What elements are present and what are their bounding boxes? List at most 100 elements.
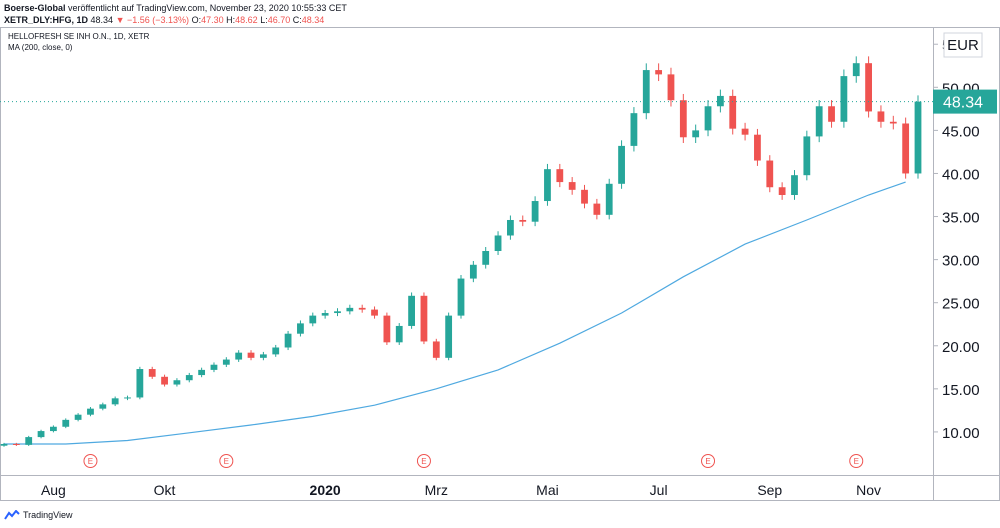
indicator-label: MA (200, close, 0): [8, 43, 73, 52]
candle: [371, 306, 378, 319]
candle: [469, 260, 477, 283]
candle: [445, 312, 453, 361]
candle: [272, 344, 280, 357]
x-tick-label: Mrz: [425, 482, 448, 498]
last-price-label: 48.34: [943, 95, 983, 112]
last-value: 48.34: [90, 15, 114, 25]
candle: [828, 100, 835, 128]
candle: [37, 429, 45, 439]
earnings-marker[interactable]: E: [416, 454, 431, 468]
svg-text:E: E: [421, 457, 426, 466]
candle: [173, 378, 181, 387]
currency-box[interactable]: [943, 32, 983, 58]
close-value: 48.34: [301, 15, 325, 25]
candle: [778, 182, 786, 200]
candle: [593, 198, 601, 220]
earnings-marker[interactable]: E: [701, 454, 716, 468]
y-tick-label: 10.00: [942, 425, 980, 442]
candle: [124, 395, 131, 401]
y-tick-label: 25.00: [942, 296, 980, 313]
y-tick-label: 15.00: [942, 382, 980, 399]
ma200-line: [4, 181, 906, 445]
low-label: L:: [260, 15, 268, 25]
y-tick-label: 35.00: [942, 210, 980, 227]
publisher-name: Boerse-Global: [4, 3, 66, 13]
candle: [358, 304, 366, 313]
svg-text:E: E: [854, 457, 859, 466]
candle: [655, 63, 663, 82]
candle: [803, 130, 811, 181]
chart-header: Boerse-Global veröffentlicht auf Trading…: [4, 2, 347, 26]
earnings-marker[interactable]: E: [219, 454, 234, 468]
y-tick-label: 45.00: [942, 123, 980, 140]
instrument-label: HELLOFRESH SE INH O.N., 1D, XETR: [8, 32, 150, 41]
candle: [692, 124, 700, 143]
y-tick-label: 30.00: [942, 253, 980, 270]
candle: [321, 309, 329, 319]
high-label: H:: [226, 15, 236, 25]
candle: [297, 320, 304, 337]
tradingview-logo-icon: [4, 510, 20, 520]
open-label: O:: [191, 15, 202, 25]
currency-label: EUR: [947, 37, 979, 54]
candle: [395, 323, 403, 345]
candle: [914, 95, 922, 179]
candle: [420, 292, 428, 345]
candle: [556, 163, 564, 188]
candle: [494, 231, 502, 256]
candle: [148, 366, 156, 379]
svg-text:E: E: [705, 457, 710, 466]
candle: [198, 367, 206, 378]
candle: [716, 89, 724, 113]
candle: [791, 170, 798, 200]
candle: [679, 93, 687, 143]
candle: [346, 304, 354, 315]
candle: [889, 115, 897, 130]
candle: [136, 366, 144, 400]
x-tick-label: 2020: [310, 482, 341, 498]
candle: [12, 442, 20, 446]
candle: [902, 117, 910, 179]
candle: [0, 442, 8, 447]
candle: [519, 215, 527, 227]
close-label: C:: [292, 15, 302, 25]
candle: [259, 351, 267, 361]
published-text: veröffentlicht auf TradingView.com, Nove…: [68, 3, 347, 13]
candle: [766, 155, 774, 193]
candle: [568, 177, 576, 195]
candle: [544, 163, 551, 206]
candle: [642, 63, 650, 120]
candle: [62, 418, 70, 429]
svg-text:E: E: [224, 457, 229, 466]
candle: [383, 312, 391, 345]
candle: [704, 100, 712, 137]
change-value: −1.56 (−3.13%): [127, 15, 190, 25]
candle: [99, 402, 107, 411]
chart-legend: HELLOFRESH SE INH O.N., 1D, XETR MA (200…: [8, 31, 149, 53]
price-chart[interactable]: 10.00 15.00 20.00 25.00 30.00 35.00 40.00 45.00…: [0, 27, 1000, 501]
candle: [852, 56, 860, 83]
candle: [840, 69, 848, 128]
candle: [877, 105, 885, 128]
x-tick-label: Mai: [536, 482, 559, 498]
open-value: 47.30: [201, 15, 224, 25]
candle: [284, 330, 292, 351]
candle: [482, 246, 490, 269]
candle: [247, 350, 255, 361]
footer-brand[interactable]: TradingView: [4, 510, 73, 520]
candle: [815, 100, 823, 143]
candle: [457, 274, 465, 319]
candle: [87, 407, 94, 417]
last-price-badge: [933, 89, 997, 114]
candle: [531, 196, 539, 227]
candle: [25, 435, 33, 446]
earnings-marker[interactable]: E: [83, 454, 98, 468]
low-value: 46.70: [267, 15, 291, 25]
down-arrow-icon: ▼: [115, 15, 125, 25]
candle: [667, 67, 675, 107]
candle: [185, 372, 193, 383]
earnings-marker[interactable]: E: [849, 454, 864, 468]
candle: [74, 413, 82, 422]
high-value: 48.62: [235, 15, 258, 25]
candle: [161, 374, 168, 387]
